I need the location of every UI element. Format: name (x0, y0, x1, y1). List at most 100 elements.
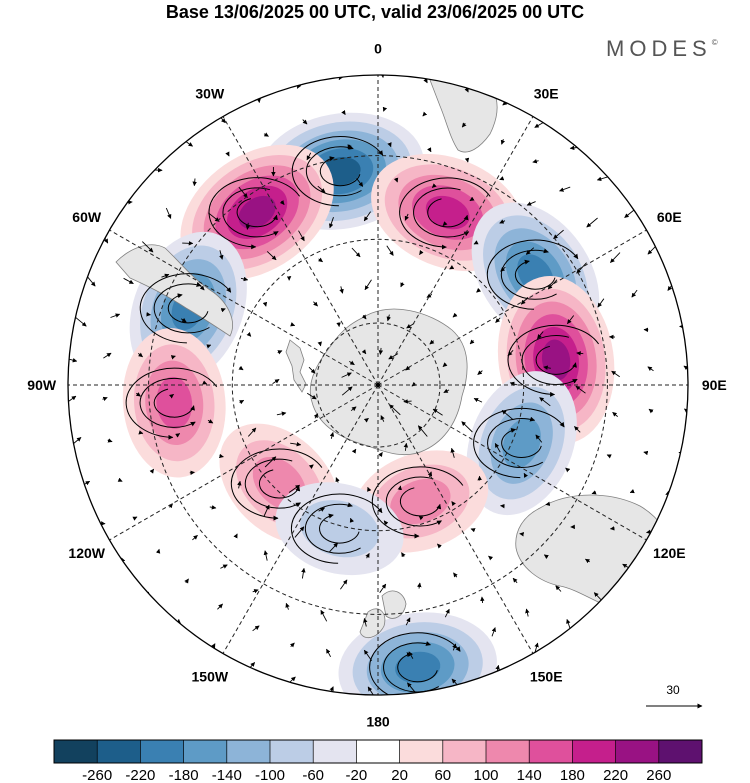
streamline (427, 198, 469, 228)
wind-vector (500, 266, 506, 272)
wind-vector (161, 273, 170, 278)
wind-vector (499, 219, 506, 224)
wind-vector (320, 609, 328, 622)
colorbar-label: -220 (125, 767, 155, 783)
wind-vector (308, 464, 314, 470)
streamline (535, 345, 577, 375)
wind-vector (189, 470, 195, 475)
wind-vector (418, 515, 424, 521)
colorbar-label: 60 (434, 767, 451, 783)
wind-vector (141, 241, 154, 253)
wind-vector (597, 298, 605, 308)
longitude-label: 30W (195, 86, 225, 102)
wind-vector (239, 399, 245, 405)
wind-vector (341, 372, 352, 378)
wind-vector (218, 453, 224, 459)
longitude-label: 90W (27, 377, 57, 393)
wind-vector (443, 388, 450, 394)
wind-vector (535, 434, 543, 443)
wind-vector (565, 467, 571, 473)
streamline (399, 487, 442, 517)
wind-vector (217, 603, 223, 610)
streamline (319, 156, 361, 187)
wind-vector (351, 448, 357, 454)
streamline (258, 469, 301, 499)
wind-vector (586, 217, 598, 228)
meridian (377, 116, 534, 386)
wind-vector (576, 351, 584, 356)
modes-logo: MODES© (606, 36, 718, 61)
streamline (507, 324, 600, 397)
wind-vector (262, 301, 268, 307)
longitude-label: 120W (68, 545, 105, 561)
streamline (153, 282, 210, 334)
wind-vector (646, 529, 652, 535)
wind-vector (499, 176, 505, 181)
wind-vector (539, 397, 551, 407)
colorbar-frame (53, 739, 703, 764)
wind-vector (629, 488, 635, 494)
wind-vector (68, 395, 77, 402)
longitude-label: 90E (702, 377, 727, 393)
wind-vector (356, 178, 364, 187)
wind-vector (495, 317, 501, 323)
wind-vector (306, 392, 317, 400)
wind-vector (220, 117, 226, 124)
wind-vector (363, 649, 373, 662)
wind-vector (302, 119, 308, 125)
wind-vector (622, 563, 629, 569)
streamline (486, 239, 579, 310)
wind-vector (290, 322, 296, 327)
wind-vector (407, 682, 416, 693)
wind-vector (442, 221, 448, 227)
streamline (236, 198, 278, 228)
map-boundary (67, 74, 689, 696)
wind-vector (326, 648, 331, 658)
wind-vector (389, 404, 401, 416)
colorbar-swatch (572, 740, 616, 763)
latitude-circle (315, 322, 441, 448)
wind-vector (340, 579, 348, 590)
wind-vector (401, 552, 406, 558)
longitude-label: 0 (374, 41, 382, 57)
colorbar-swatch (486, 740, 530, 763)
wind-vector (606, 454, 612, 459)
wind-vector (169, 393, 174, 399)
wind-vector (263, 504, 270, 517)
wind-vector (209, 505, 217, 510)
wind-vector (403, 399, 412, 404)
wind-vector (382, 106, 388, 112)
anomaly-contour-180 (425, 195, 470, 230)
wind-vector (431, 183, 437, 188)
wind-vector (403, 442, 409, 451)
wind-vector (165, 207, 172, 219)
wind-vector (192, 534, 198, 541)
wind-vector (252, 589, 259, 594)
wind-vector (500, 139, 506, 145)
wind-vector (367, 686, 374, 695)
wind-vector (252, 625, 260, 632)
wind-vector (525, 608, 530, 617)
wind-vector (290, 441, 302, 447)
wind-vector (380, 415, 385, 422)
meridian (377, 229, 647, 386)
wind-vector (461, 421, 473, 433)
streamline (208, 177, 301, 250)
wind-vector (553, 229, 564, 240)
wind-vector (452, 312, 458, 318)
wind-vector (349, 517, 355, 523)
wind-vector (168, 503, 173, 509)
latitude-circle (231, 238, 525, 532)
wind-vector (427, 147, 432, 153)
streamline (521, 335, 578, 385)
streamline (139, 377, 196, 428)
wind-vector (175, 433, 181, 438)
colorbar-label: 100 (473, 767, 498, 783)
wind-vector (417, 582, 422, 589)
wind-vector (245, 222, 251, 230)
wind-vector (422, 111, 428, 117)
wind-vector (451, 501, 456, 507)
colorbar-swatch (183, 740, 227, 763)
wind-vector (68, 358, 78, 363)
wind-vector (103, 352, 112, 359)
